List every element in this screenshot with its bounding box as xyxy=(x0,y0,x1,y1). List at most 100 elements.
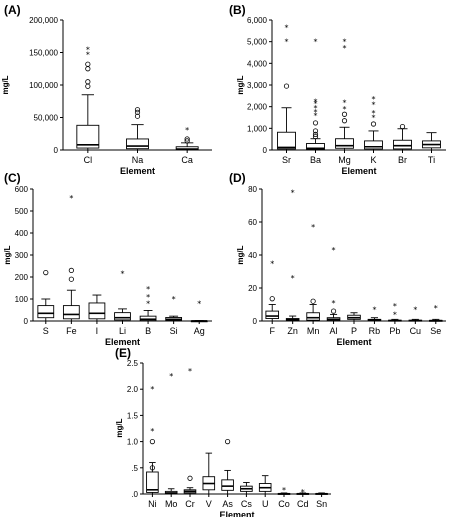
y-axis-title: mg/L xyxy=(236,75,245,94)
box xyxy=(88,302,106,320)
y-tick-label: 100 xyxy=(15,295,29,304)
outlier-star: * xyxy=(343,38,347,47)
category-label: Sn xyxy=(316,499,327,509)
y-tick-label: 600 xyxy=(15,185,29,194)
panel-label: (B) xyxy=(229,3,246,17)
outlier-star: * xyxy=(150,385,154,394)
category-label: Ni xyxy=(148,499,157,509)
y-tick-label: .5 xyxy=(131,464,138,473)
outlier-star: * xyxy=(372,305,376,314)
category-label: V xyxy=(206,499,212,509)
outlier-star: * xyxy=(285,38,289,47)
y-tick-label: 1.5 xyxy=(127,411,139,420)
outlier-circle xyxy=(187,475,193,481)
outlier-star: * xyxy=(172,295,176,304)
category-label: I xyxy=(96,326,99,336)
outlier-star: * xyxy=(314,97,318,106)
box xyxy=(364,140,383,150)
outlier-star: * xyxy=(311,223,315,232)
x-axis-title: Element xyxy=(341,166,376,176)
y-tick-label: 5,000 xyxy=(247,38,268,47)
outlier-circle xyxy=(85,79,91,85)
outlier-circle xyxy=(399,124,406,130)
box xyxy=(306,143,325,150)
panel-label: (A) xyxy=(4,3,21,17)
box xyxy=(393,139,412,150)
outlier-star: * xyxy=(121,270,125,279)
outlier-circle xyxy=(312,133,319,140)
y-tick-label: 20 xyxy=(248,284,257,293)
category-label: Ag xyxy=(194,326,205,336)
outlier-circle xyxy=(68,267,74,273)
outlier-star: * xyxy=(332,246,336,255)
y-tick-label: 500 xyxy=(15,207,29,216)
outlier-star: * xyxy=(372,101,376,110)
outlier-circle xyxy=(85,61,91,67)
box xyxy=(221,479,234,491)
outlier-circle xyxy=(283,83,290,89)
outlier-circle xyxy=(85,83,91,89)
box xyxy=(277,131,296,150)
outlier-star: * xyxy=(372,95,376,104)
outlier-star: * xyxy=(314,38,318,47)
category-label: Ca xyxy=(181,155,193,165)
category-label: Cd xyxy=(297,499,309,509)
panel-label: (D) xyxy=(229,171,246,185)
category-label: F xyxy=(269,326,275,336)
y-tick-label: 300 xyxy=(15,251,29,260)
x-axis-title: Element xyxy=(120,166,155,176)
category-label: Zn xyxy=(287,326,298,336)
panel-label: (C) xyxy=(4,171,21,185)
outlier-circle xyxy=(68,276,74,282)
outlier-star: * xyxy=(291,274,295,283)
outlier-star: * xyxy=(413,305,417,314)
y-tick-label: 200,000 xyxy=(29,16,58,25)
category-label: P xyxy=(351,326,357,336)
category-label: U xyxy=(262,499,269,509)
y-tick-label: 0 xyxy=(54,146,59,155)
box xyxy=(62,305,80,320)
outlier-circle xyxy=(184,138,190,144)
outlier-circle xyxy=(312,131,319,137)
y-tick-label: 1.0 xyxy=(127,438,139,447)
outlier-circle xyxy=(330,308,337,314)
box xyxy=(114,312,131,321)
category-label: Cu xyxy=(410,326,422,336)
outlier-star: * xyxy=(146,299,150,308)
box xyxy=(126,138,149,150)
outlier-circle xyxy=(341,118,348,124)
category-label: Mo xyxy=(165,499,178,509)
box xyxy=(335,138,354,149)
category-label: Rb xyxy=(369,326,381,336)
category-label: Br xyxy=(398,155,407,165)
outlier-circle xyxy=(225,438,231,445)
outlier-circle xyxy=(43,269,49,276)
category-label: Cr xyxy=(185,499,195,509)
outlier-star: * xyxy=(86,50,90,59)
outlier-star: * xyxy=(291,188,295,197)
outlier-circle xyxy=(184,136,190,142)
outlier-circle xyxy=(134,107,141,113)
category-label: Co xyxy=(278,499,290,509)
outlier-star: * xyxy=(146,293,150,302)
y-tick-label: 200 xyxy=(15,273,29,282)
y-tick-label: 0 xyxy=(24,317,29,326)
outlier-circle xyxy=(269,296,275,302)
y-tick-label: 80 xyxy=(248,185,257,194)
outlier-circle xyxy=(149,465,155,471)
y-tick-label: 1,000 xyxy=(247,124,268,133)
y-tick-label: 4,000 xyxy=(247,59,268,68)
y-axis-title: mg/L xyxy=(236,245,245,264)
y-axis-title: mg/L xyxy=(115,418,124,437)
outlier-star: * xyxy=(434,304,438,313)
category-label: Ba xyxy=(310,155,321,165)
y-tick-label: 3,000 xyxy=(247,81,268,90)
outlier-star: * xyxy=(314,99,318,108)
category-label: B xyxy=(145,326,151,336)
outlier-circle xyxy=(134,109,141,115)
y-tick-label: 60 xyxy=(248,218,257,227)
outlier-circle xyxy=(310,298,316,304)
outlier-star: * xyxy=(314,104,318,113)
category-label: Ti xyxy=(428,155,435,165)
